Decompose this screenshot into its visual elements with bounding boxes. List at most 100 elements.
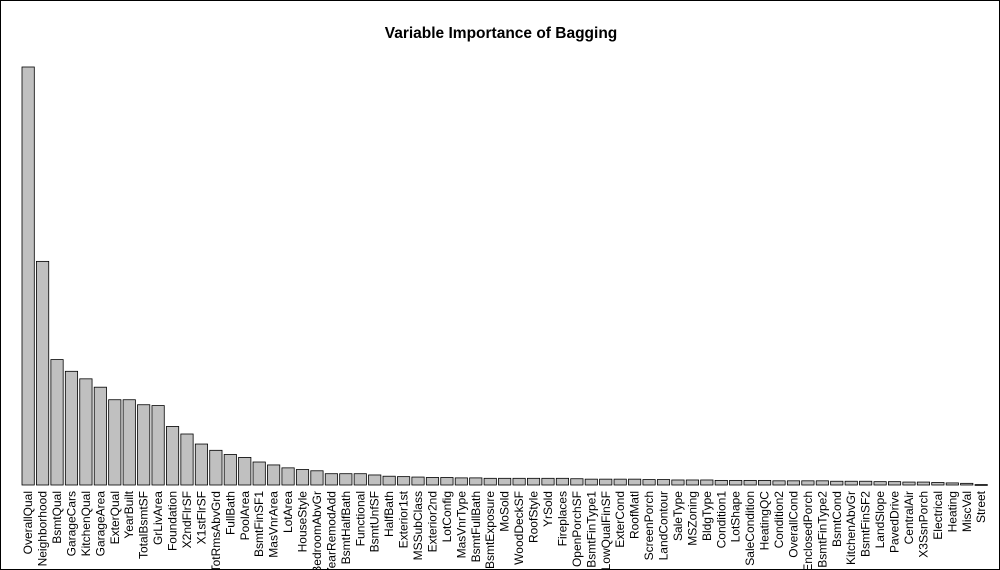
- x-tick-label: BldgType: [700, 491, 714, 541]
- bar-BsmtExposure: [483, 477, 497, 486]
- x-tick-label: BedroomAbvGr: [310, 491, 324, 570]
- bar-X2ndFlrSF: [180, 433, 194, 486]
- x-tick-label: HalfBath: [382, 491, 396, 537]
- x-tick-label: GrLivArea: [151, 491, 165, 545]
- x-tick-label: LotShape: [729, 491, 743, 543]
- x-tick-label: BsmtExposure: [483, 491, 497, 569]
- bar-FullBath: [223, 454, 237, 486]
- x-tick-label: BsmtFinType1: [584, 491, 598, 568]
- x-tick-label: BsmtFinSF1: [252, 491, 266, 557]
- bar-LotConfig: [440, 477, 454, 486]
- bar-ScreenPorch: [642, 479, 656, 486]
- x-tick-label: HeatingQC: [758, 491, 772, 551]
- bar-MoSold: [498, 477, 512, 486]
- x-tick-label: Heating: [945, 491, 959, 532]
- x-tick-label: WoodDeckSF: [512, 491, 526, 565]
- x-tick-label: MoSold: [498, 491, 512, 532]
- bar-LotShape: [729, 479, 743, 486]
- bar-MSZoning: [685, 479, 699, 486]
- bar-Exterior2nd: [425, 477, 440, 486]
- x-tick-label: Condition1: [714, 491, 728, 549]
- x-tick-label: Functional: [353, 491, 367, 546]
- bar-YearRemodAdd: [324, 473, 338, 486]
- bar-BsmtFinType1: [584, 478, 598, 486]
- bar-BldgType: [700, 479, 714, 486]
- bar-OverallCond: [786, 480, 801, 486]
- x-tick-label: X2ndFlrSF: [180, 491, 194, 548]
- x-tick-label: Street: [974, 490, 988, 523]
- bar-ExterQual: [108, 399, 122, 486]
- bar-GarageCars: [64, 370, 79, 486]
- x-tick-label: MasVnrArea: [267, 491, 281, 558]
- x-tick-label: YrSold: [541, 491, 555, 527]
- bar-X1stFlrSF: [194, 443, 208, 486]
- chart-title: Variable Importance of Bagging: [384, 25, 618, 42]
- bar-RoofMatl: [628, 478, 642, 486]
- x-tick-label: BsmtQual: [50, 491, 64, 544]
- bar-Heating: [945, 482, 959, 486]
- x-tick-label: ScreenPorch: [642, 491, 656, 560]
- x-tick-label: LotConfig: [440, 491, 454, 542]
- x-tick-label: EnclosedPorch: [801, 491, 815, 570]
- x-tick-label: TotalBsmtSF: [137, 491, 151, 559]
- x-tick-label: RoofMatl: [628, 491, 642, 539]
- x-tick-label: BsmtCond: [830, 491, 844, 547]
- x-tick-label: MiscVal: [960, 491, 974, 532]
- bar-YearBuilt: [122, 399, 136, 486]
- bar-HeatingQC: [758, 479, 772, 486]
- x-tick-label: Fireplaces: [555, 491, 569, 546]
- bar-PavedDrive: [888, 481, 902, 486]
- bar-CentralAir: [902, 481, 916, 486]
- bar-KitchenQual: [79, 378, 93, 486]
- bar-BedroomAbvGr: [310, 470, 324, 486]
- bar-YrSold: [541, 477, 555, 486]
- tick-labels-group: OverallQual Neighborhood BsmtQual GarageCar…: [21, 490, 988, 570]
- x-tick-label: MSZoning: [685, 491, 699, 546]
- x-tick-label: X1stFlrSF: [194, 491, 208, 544]
- bar-Fireplaces: [555, 477, 569, 486]
- x-tick-label: MSSubClass: [411, 491, 425, 560]
- x-tick-label: LotArea: [281, 491, 295, 533]
- bar-BsmtFinSF1: [252, 461, 266, 486]
- x-tick-label: OverallCond: [786, 491, 800, 558]
- x-tick-label: ExterQual: [108, 491, 122, 544]
- bar-BsmtQual: [50, 359, 64, 486]
- bar-KitchenAbvGr: [844, 480, 858, 486]
- bar-MasVnrArea: [267, 464, 281, 486]
- bar-BsmtUnfSF: [368, 474, 382, 486]
- bar-SaleType: [671, 479, 685, 486]
- x-tick-label: Electrical: [931, 491, 945, 540]
- x-tick-label: RoofStyle: [527, 491, 541, 543]
- x-tick-label: OpenPorchSF: [570, 491, 584, 567]
- x-tick-label: KitchenQual: [79, 491, 93, 556]
- x-tick-label: TotRmsAbvGrd: [209, 491, 223, 570]
- bar-Condition1: [714, 479, 728, 486]
- bar-HouseStyle: [295, 469, 310, 486]
- bar-OpenPorchSF: [570, 478, 584, 486]
- x-tick-label: YearBuilt: [122, 490, 136, 538]
- bar-MSSubClass: [411, 476, 425, 486]
- x-tick-label: BsmtFinSF2: [859, 491, 873, 557]
- x-tick-label: BsmtHalfBath: [339, 491, 353, 564]
- bar-Street: [974, 484, 988, 486]
- bar-BsmtCond: [830, 480, 844, 486]
- bar-BsmtHalfBath: [339, 473, 353, 486]
- x-tick-label: SaleType: [671, 491, 685, 541]
- bar-SaleCondition: [743, 479, 757, 486]
- bar-BsmtFinType2: [815, 480, 829, 486]
- x-tick-label: BsmtFullBath: [469, 491, 483, 562]
- bar-GarageArea: [93, 386, 107, 486]
- x-tick-label: X3SsnPorch: [916, 491, 930, 558]
- bar-PoolArea: [238, 457, 252, 486]
- bar-GrLivArea: [151, 405, 165, 486]
- x-tick-label: BsmtUnfSF: [368, 491, 382, 552]
- bar-LandSlope: [873, 481, 887, 486]
- bar-TotalBsmtSF: [137, 404, 151, 486]
- bar-BsmtFullBath: [469, 477, 483, 486]
- x-tick-label: Exterior2nd: [425, 491, 439, 552]
- bar-X3SsnPorch: [916, 481, 930, 486]
- bar-LotArea: [281, 467, 295, 486]
- x-tick-label: YearRemodAdd: [324, 491, 338, 570]
- x-tick-label: KitchenAbvGr: [844, 491, 858, 565]
